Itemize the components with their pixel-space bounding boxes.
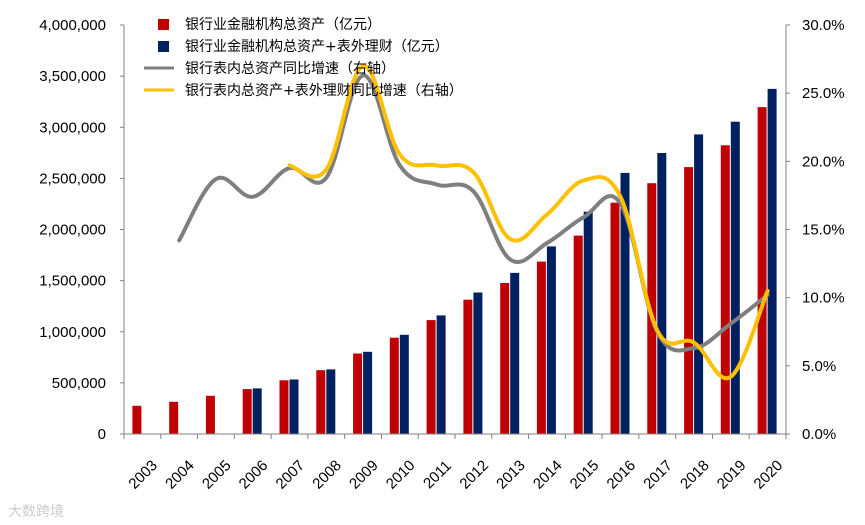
bar-assets-2004 (169, 401, 179, 434)
bar-assets-wmp-2013 (510, 272, 520, 434)
bar-assets-wmp-2015 (583, 211, 593, 434)
legend-swatch-bar (158, 19, 169, 30)
bar-assets-2007 (279, 380, 289, 434)
bar-assets-2009 (353, 353, 363, 434)
bar-assets-2019 (720, 145, 730, 435)
right-tick-label: 30.0% (802, 17, 845, 34)
bar-assets-2006 (242, 389, 252, 434)
left-tick-label: 4,000,000 (39, 17, 106, 34)
left-tick-label: 3,500,000 (39, 68, 106, 85)
bar-assets-2011 (426, 320, 436, 434)
legend-label: 银行表内总资产同比增速（右轴） (185, 61, 395, 77)
bar-assets-2010 (389, 337, 399, 434)
x-tick-label: 2006 (236, 457, 272, 493)
x-tick-label: 2011 (420, 457, 455, 492)
bar-assets-2012 (463, 299, 473, 434)
bar-assets-wmp-2012 (473, 292, 483, 434)
left-tick-label: 500,000 (52, 375, 106, 392)
x-tick-label: 2005 (199, 457, 235, 493)
watermark: 大数跨境 (8, 504, 64, 520)
x-tick-label: 2018 (677, 457, 713, 493)
bar-assets-2015 (573, 235, 583, 434)
bar-assets-2018 (684, 167, 694, 434)
x-tick-label: 2017 (640, 457, 676, 493)
bar-assets-2008 (316, 370, 326, 434)
bar-assets-2016 (610, 202, 620, 434)
legend-label: 银行业金融机构总资产+表外理财（亿元） (185, 39, 449, 55)
legend: 银行业金融机构总资产（亿元） 银行业金融机构总资产+表外理财（亿元） 银行表内总资产… (144, 17, 463, 99)
bar-assets-wmp-2019 (730, 121, 740, 434)
left-tick-label: 1,000,000 (39, 324, 106, 341)
right-tick-label: 0.0% (802, 426, 836, 443)
x-tick-label: 2008 (309, 457, 345, 493)
bar-assets-wmp-2008 (326, 369, 336, 434)
legend-label: 银行表内总资产+表外理财同比增速（右轴） (185, 83, 463, 99)
right-tick-label: 10.0% (802, 290, 845, 307)
bar-assets-wmp-2020 (767, 88, 777, 435)
left-tick-label: 2,000,000 (39, 222, 106, 239)
x-tick-label: 2010 (383, 457, 419, 493)
x-tick-label: 2012 (456, 457, 492, 493)
bar-assets-wmp-2016 (620, 172, 630, 434)
bar-assets-2020 (757, 107, 767, 434)
left-tick-label: 3,000,000 (39, 119, 106, 136)
x-tick-label: 2007 (273, 457, 309, 493)
bar-assets-2005 (205, 395, 215, 434)
x-tick-label: 2003 (125, 457, 161, 493)
right-tick-label: 25.0% (802, 85, 845, 102)
legend-label: 银行业金融机构总资产（亿元） (185, 17, 381, 33)
x-tick-label: 2020 (751, 457, 787, 493)
x-tick-label: 2013 (493, 457, 529, 493)
bar-assets-wmp-2018 (694, 134, 704, 434)
right-tick-label: 5.0% (802, 358, 836, 375)
bar-assets-wmp-2009 (363, 351, 373, 434)
x-tick-label: 2004 (162, 457, 198, 493)
right-tick-label: 15.0% (802, 222, 845, 239)
bar-assets-wmp-2011 (436, 315, 446, 434)
x-tick-label: 2019 (714, 457, 750, 493)
bar-assets-2014 (536, 261, 546, 434)
legend-swatch-bar (158, 41, 169, 52)
bar-assets-2003 (132, 405, 142, 434)
line-growth-with-wmp (287, 63, 770, 381)
bar-assets-2013 (500, 283, 510, 434)
left-tick-label: 2,500,000 (39, 170, 106, 187)
bar-assets-wmp-2006 (252, 388, 262, 434)
bar-assets-wmp-2017 (657, 153, 667, 434)
lines-group (177, 63, 770, 381)
bars-group (132, 88, 777, 435)
left-tick-label: 1,500,000 (39, 273, 106, 290)
left-tick-label: 0 (98, 426, 106, 443)
x-tick-label: 2016 (604, 457, 640, 493)
bar-assets-wmp-2010 (399, 334, 409, 434)
x-tick-label: 2015 (567, 457, 603, 493)
right-tick-label: 20.0% (802, 153, 845, 170)
x-tick-label: 2009 (346, 457, 382, 493)
line-growth-onbalance (177, 73, 770, 353)
bar-assets-wmp-2014 (546, 246, 556, 434)
x-tick-label: 2014 (530, 457, 566, 493)
bar-assets-wmp-2007 (289, 379, 299, 434)
